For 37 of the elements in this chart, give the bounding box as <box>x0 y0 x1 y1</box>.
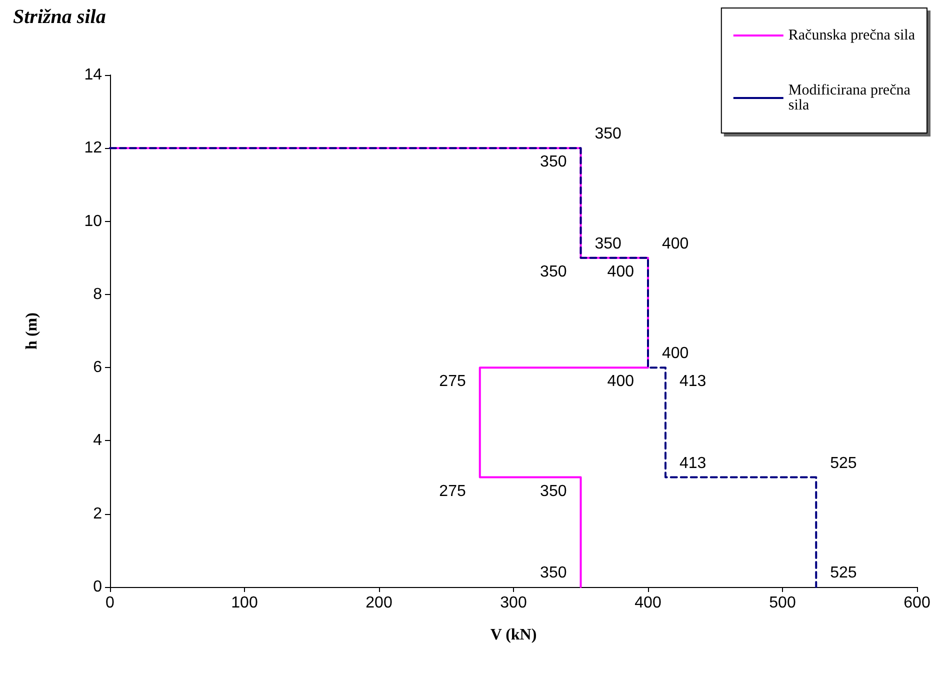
legend-label: Računska prečna sila <box>788 28 916 44</box>
y-tick-label: 0 <box>93 578 102 596</box>
annotation: 413 <box>679 454 706 472</box>
annotation: 525 <box>830 564 857 582</box>
annotation: 400 <box>662 345 689 362</box>
y-tick-label: 14 <box>84 66 102 84</box>
annotation: 350 <box>540 482 567 500</box>
annotation: 400 <box>607 373 634 390</box>
y-tick-label: 8 <box>93 286 102 303</box>
x-tick-label: 200 <box>366 594 392 612</box>
annotation: 275 <box>439 373 466 390</box>
annotation: 413 <box>679 373 706 390</box>
y-tick-label: 10 <box>84 212 102 230</box>
annotation: 350 <box>540 564 567 582</box>
annotation: 400 <box>607 263 634 280</box>
annotation: 350 <box>540 263 567 280</box>
annotation: 350 <box>540 154 567 171</box>
x-tick-label: 300 <box>500 594 527 612</box>
annotation: 350 <box>594 235 622 252</box>
annotation: 350 <box>594 126 622 143</box>
y-axis-title: h (m) <box>24 312 40 350</box>
y-tick-label: 4 <box>93 432 102 450</box>
x-tick-label: 0 <box>106 594 115 612</box>
y-tick-label: 12 <box>84 140 102 157</box>
x-tick-label: 400 <box>634 594 662 612</box>
x-axis-title: V (kN) <box>490 626 537 644</box>
chart-title: Strižna sila <box>13 6 106 28</box>
y-tick-label: 6 <box>93 359 102 376</box>
x-tick-label: 600 <box>904 594 930 612</box>
annotation: 400 <box>662 235 689 252</box>
legend-label: Modificirana prečna sila <box>788 82 914 114</box>
y-tick-label: 2 <box>93 505 102 522</box>
line-series <box>109 147 818 588</box>
annotation: 275 <box>439 482 466 500</box>
x-tick-label: 100 <box>231 594 258 612</box>
x-tick-label: 500 <box>769 594 796 612</box>
annotation: 525 <box>830 454 857 472</box>
